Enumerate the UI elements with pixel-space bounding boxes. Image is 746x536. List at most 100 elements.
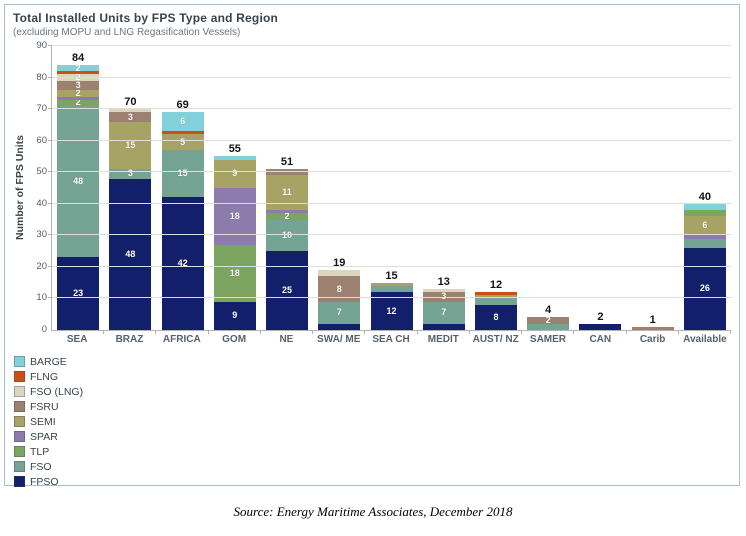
bar-total-label: 12: [489, 279, 503, 292]
legend-swatch: [14, 476, 25, 487]
bar-segment-fsru: [266, 169, 309, 176]
legend-item-fso-lng-: FSO (LNG): [14, 384, 731, 399]
bar-segment-spar: [266, 210, 309, 214]
y-tick-mark: [48, 45, 52, 46]
x-tick-mark: [103, 330, 105, 334]
segment-value-label: 9: [232, 310, 238, 321]
y-tick-mark: [48, 234, 52, 236]
legend-item-spar: SPAR: [14, 429, 731, 444]
legend-label: FSO (LNG): [30, 385, 84, 398]
legend-item-fsru: FSRU: [14, 399, 731, 414]
bar-column-gom: 55 9 18 18 9: [209, 46, 261, 330]
y-tick-mark: [48, 202, 52, 204]
x-tick-mark: [312, 330, 314, 334]
bar-segment-fso: [370, 285, 413, 293]
segment-value-label: 2: [75, 62, 81, 73]
legend: BARGE FLNG FSO (LNG) FSRU SEMI SPAR TLP FSO FPSO: [14, 354, 731, 489]
bar-segment-fpso: [579, 323, 622, 330]
gridline: [52, 76, 731, 78]
gridline: [52, 202, 731, 204]
segment-value-label: 11: [282, 187, 292, 198]
y-axis-title: Number of FPS Units: [14, 135, 26, 241]
x-tick-mark: [573, 330, 575, 334]
bar-segment-semi: 6: [683, 216, 726, 236]
bar-stack: [579, 323, 622, 330]
x-axis-label: GOM: [222, 334, 247, 345]
x-axis-label: NE: [279, 334, 294, 345]
legend-swatch: [14, 386, 25, 397]
bar-total-label: 84: [71, 51, 85, 64]
bar-segment-barge: [213, 156, 256, 160]
y-tick-label: 30: [36, 229, 47, 241]
bar-segment-fso-lng-: [109, 109, 152, 113]
y-tick-mark: [48, 139, 52, 141]
y-tick-mark: [48, 265, 52, 267]
bar-column-aust-nz: 12 8: [470, 46, 522, 330]
bar-segment-flng: [474, 292, 517, 296]
bar-segment-fpso: 23: [57, 257, 100, 330]
bar-segment-semi: [474, 295, 517, 299]
x-tick-mark: [521, 330, 523, 334]
bar-segment-fsru: 3: [109, 111, 152, 122]
y-tick-mark: [48, 171, 52, 173]
bar-column-swa-me: 19 7 8: [313, 46, 365, 330]
legend-item-tlp: TLP: [14, 444, 731, 459]
bar-total-label: 70: [124, 96, 137, 109]
segment-value-label: 3: [127, 111, 133, 122]
bar-stack: 12: [370, 282, 413, 330]
legend-swatch: [14, 401, 25, 412]
y-tick-label: 50: [36, 166, 47, 178]
legend-swatch: [14, 446, 25, 457]
y-tick-label: 70: [36, 103, 47, 115]
gridline: [52, 139, 731, 141]
legend-swatch: [14, 416, 25, 427]
bar-total-label: 1: [649, 313, 656, 326]
y-tick-mark: [48, 76, 52, 78]
bar-segment-tlp: 2: [266, 210, 309, 221]
segment-value-label: 6: [702, 220, 708, 231]
chart-body: Number of FPS Units 0 10 20 30 40 50 60 70 80 90 …: [13, 40, 731, 345]
bar-segment-fsru: 3: [422, 292, 465, 302]
bar-segment-fso: [474, 298, 517, 305]
x-axis-label: AFRICA: [162, 334, 201, 345]
bar-total-label: 40: [698, 190, 712, 203]
bar-segment-flng: [57, 71, 100, 75]
legend-label: SPAR: [30, 430, 58, 443]
bar-column-can: 2: [574, 46, 626, 330]
segment-value-label: 15: [177, 168, 188, 179]
bar-segment-tlp: 2: [57, 97, 100, 108]
segment-value-label: 2: [75, 87, 81, 98]
bar-segment-fso: 7: [422, 301, 465, 324]
bar-segment-fsru: 2: [527, 316, 570, 325]
y-tick-mark: [48, 297, 52, 299]
y-tick-label: 90: [36, 40, 47, 51]
bar-column-available: 40 26 6: [679, 46, 731, 330]
segment-value-label: 9: [232, 168, 238, 179]
bar-segment-fpso: 42: [161, 197, 204, 330]
bar-segment-spar: [57, 96, 100, 100]
bar-segment-fsru: 8: [318, 276, 361, 302]
bar-stack: 234822322: [57, 62, 100, 330]
bar-segment-fpso: 26: [683, 247, 726, 330]
bar-segment-fpso: 9: [213, 301, 256, 330]
plot-area: 8423482232270483153694215565591818951251…: [48, 45, 731, 334]
segment-value-label: 2: [75, 97, 81, 108]
segment-value-label: 2: [284, 210, 290, 221]
segment-value-label: 8: [493, 311, 499, 322]
legend-item-semi: SEMI: [14, 414, 731, 429]
legend-item-fpso: FPSO: [14, 474, 731, 489]
bar-segment-semi: 9: [213, 159, 256, 189]
x-tick-mark: [155, 330, 157, 334]
x-axis-label: BRAZ: [115, 334, 144, 345]
bar-segment-fso: 10: [266, 219, 309, 252]
y-tick-label: 80: [36, 71, 47, 83]
chart-subtitle: (excluding MOPU and LNG Regasification V…: [13, 27, 241, 38]
bar-segment-fso: 15: [161, 150, 204, 198]
legend-swatch: [14, 356, 25, 367]
segment-value-label: 7: [441, 307, 447, 318]
bar-stack: 26 6: [683, 203, 726, 330]
segment-value-label: 15: [125, 139, 136, 150]
segment-value-label: 3: [75, 79, 81, 90]
gridline: [52, 108, 731, 110]
segment-value-label: 18: [229, 267, 240, 278]
